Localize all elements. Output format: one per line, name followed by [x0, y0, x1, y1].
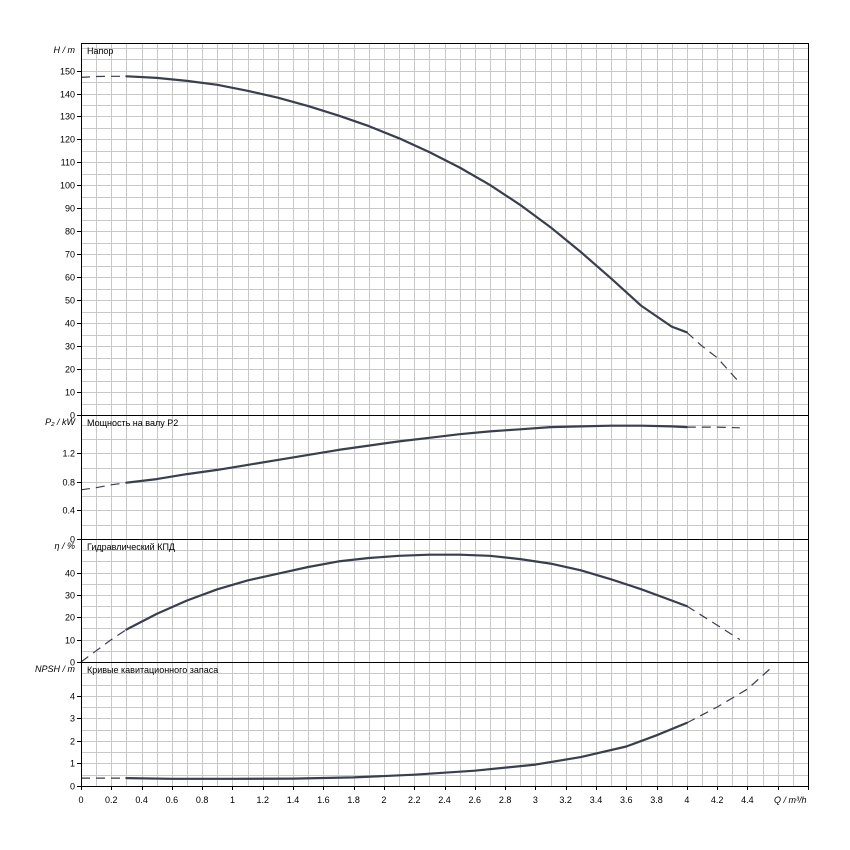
head-y-tick-label: 10: [65, 388, 75, 398]
power-y-tick-label: 0.8: [62, 478, 75, 488]
efficiency-y-tick-label: 0: [70, 658, 75, 668]
head-y-tick-label: 140: [60, 90, 75, 100]
npsh-y-tick-label: 1: [70, 759, 75, 769]
x-tick-label: 4.2: [711, 795, 724, 805]
efficiency-y-tick-label: 30: [65, 591, 75, 601]
power-curve: [125, 424, 688, 484]
power-y-tick-label: 0.4: [62, 506, 75, 516]
efficiency-y-tick-label: 20: [65, 613, 75, 623]
power-y-tick-label: 1.2: [62, 449, 75, 459]
head-curve: [125, 75, 688, 334]
x-tick-label: 3.4: [590, 795, 603, 805]
x-tick-label: 2.4: [438, 795, 451, 805]
efficiency-curve-extrapolated-left: [80, 629, 127, 663]
npsh-y-tick-label: 3: [70, 714, 75, 724]
head-y-tick-label: 130: [60, 112, 75, 122]
x-tick-label: 1.4: [287, 795, 300, 805]
curve-layer: [80, 75, 771, 780]
head-y-tick-label: 50: [65, 296, 75, 306]
npsh-panel-title: Кривые кавитационного запаса: [87, 665, 218, 675]
frame-layer: [77, 43, 809, 790]
x-tick-label: 0.8: [196, 795, 209, 805]
x-tick-label: 4: [684, 795, 689, 805]
head-y-tick-label: 30: [65, 342, 75, 352]
npsh-y-axis-label: NPSH / m: [35, 664, 76, 674]
head-y-tick-label: 110: [61, 158, 75, 168]
x-tick-label: 2.6: [469, 795, 482, 805]
head-y-tick-label: 100: [60, 181, 75, 191]
head-curve-extrapolated-left: [80, 75, 127, 78]
x-tick-label: 0: [78, 795, 83, 805]
x-tick-label: 0.2: [105, 795, 118, 805]
npsh-curve: [125, 721, 688, 780]
power-y-tick-label: 0: [70, 535, 75, 545]
power-panel-title: Мощность на валу P2: [87, 418, 178, 428]
x-tick-label: 1.6: [317, 795, 330, 805]
x-tick-label: 0.6: [166, 795, 179, 805]
x-tick-label: 2.2: [408, 795, 421, 805]
npsh-y-tick-label: 2: [70, 737, 75, 747]
x-tick-label: 1: [230, 795, 235, 805]
x-tick-label: 3: [533, 795, 538, 805]
npsh-curve-extrapolated-right: [686, 668, 771, 724]
x-tick-label: 1.8: [347, 795, 360, 805]
head-y-axis-label: H / m: [54, 45, 76, 55]
head-y-tick-label: 70: [65, 250, 75, 260]
head-y-tick-label: 20: [65, 365, 75, 375]
efficiency-curve-extrapolated-right: [686, 605, 741, 641]
x-tick-label: 3.2: [559, 795, 572, 805]
x-tick-label: 2.8: [499, 795, 512, 805]
x-tick-label: 4.4: [741, 795, 754, 805]
x-axis-label: Q / m³/h: [774, 795, 807, 805]
npsh-y-tick-label: 0: [70, 782, 75, 792]
power-curve-extrapolated-left: [80, 482, 127, 491]
head-y-tick-label: 150: [60, 67, 75, 77]
efficiency-curve: [125, 553, 688, 631]
efficiency-y-axis-label: η / %: [54, 541, 75, 551]
head-y-tick-label: 90: [65, 204, 75, 214]
power-curve-extrapolated-right: [686, 426, 740, 429]
head-y-tick-label: 40: [65, 319, 75, 329]
npsh-y-tick-label: 4: [70, 692, 75, 702]
head-panel-title: Напор: [87, 46, 113, 56]
efficiency-y-tick-label: 10: [65, 636, 75, 646]
head-y-tick-label: 0: [70, 411, 75, 421]
x-tick-label: 3.8: [650, 795, 663, 805]
head-y-tick-label: 60: [65, 273, 75, 283]
head-y-tick-label: 80: [65, 227, 75, 237]
power-y-axis-label: P₂ / kW: [45, 417, 76, 427]
head-curve-extrapolated-right: [686, 331, 741, 384]
x-tick-label: 3.6: [620, 795, 633, 805]
x-tick-label: 0.4: [135, 795, 148, 805]
x-tick-label: 2: [381, 795, 386, 805]
efficiency-panel-title: Гидравлический КПД: [87, 542, 175, 552]
x-tick-label: 1.2: [256, 795, 269, 805]
head-y-tick-label: 120: [60, 135, 75, 145]
efficiency-y-tick-label: 40: [65, 569, 75, 579]
